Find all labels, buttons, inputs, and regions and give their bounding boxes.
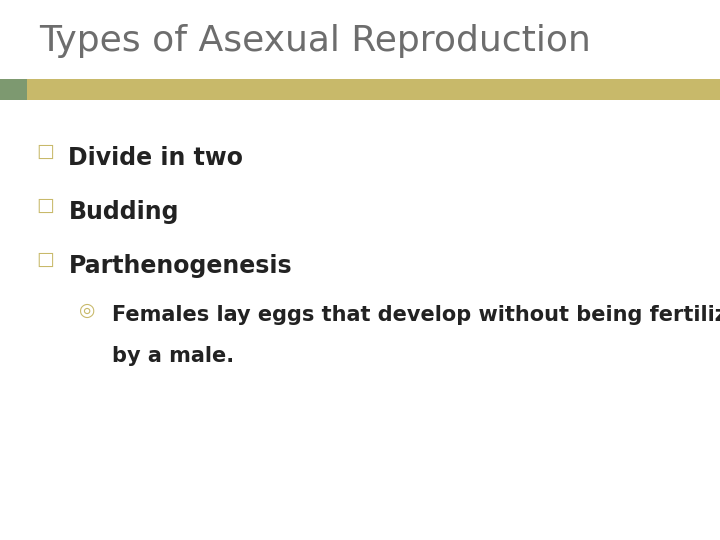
Text: Types of Asexual Reproduction: Types of Asexual Reproduction: [40, 24, 591, 58]
Bar: [0, 79, 27, 100]
Text: □: □: [36, 249, 54, 269]
Text: □: □: [36, 195, 54, 215]
Text: □: □: [36, 141, 54, 161]
Text: ◎: ◎: [79, 301, 96, 320]
Bar: [27, 79, 720, 100]
Text: Divide in two: Divide in two: [68, 146, 243, 170]
Text: Budding: Budding: [68, 200, 179, 224]
Text: by a male.: by a male.: [112, 346, 234, 366]
Text: Females lay eggs that develop without being fertilized: Females lay eggs that develop without be…: [112, 305, 720, 325]
Text: Parthenogenesis: Parthenogenesis: [68, 254, 292, 278]
